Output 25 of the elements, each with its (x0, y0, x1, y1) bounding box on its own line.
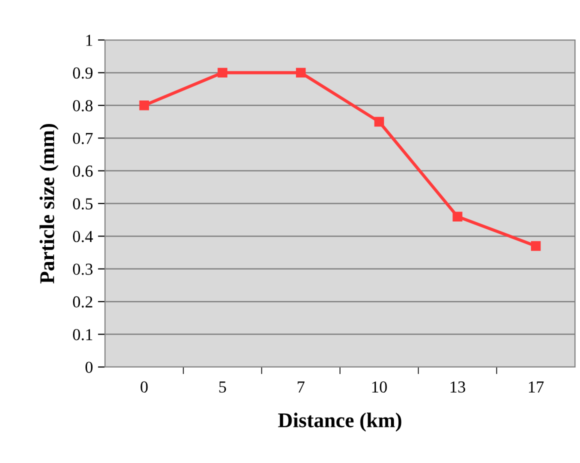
y-tick-label: 0.5 (72, 198, 93, 210)
y-tick-label: 0.2 (72, 296, 92, 308)
x-axis-title: Distance (km) (278, 412, 402, 432)
point (374, 116, 384, 127)
y-tick-label: 0.8 (72, 100, 93, 112)
x-tick-label: 13 (450, 381, 466, 393)
point (139, 100, 150, 110)
x-tick-label: 5 (219, 382, 226, 393)
y-tick-label: 0.1 (72, 329, 92, 340)
point (530, 241, 541, 251)
point (296, 68, 306, 78)
y-tick-label: 0.3 (72, 264, 93, 275)
y-tick-label: 0.4 (72, 230, 93, 242)
y-axis-title: Particle size (mm) (40, 124, 58, 284)
x-tick-label: 10 (372, 381, 387, 393)
point (218, 68, 228, 78)
y-tick-label: 0.9 (72, 67, 93, 79)
y-tick-label: 0 (85, 362, 93, 373)
x-tick-label: 0 (140, 381, 148, 393)
y-tick-label: 0.6 (72, 166, 93, 177)
point (452, 212, 462, 222)
x-tick-label: 17 (528, 381, 544, 392)
x-tick-label: 7 (298, 382, 305, 392)
y-tick-label: 1 (86, 34, 92, 46)
y-tick-label: 0.7 (72, 132, 93, 144)
